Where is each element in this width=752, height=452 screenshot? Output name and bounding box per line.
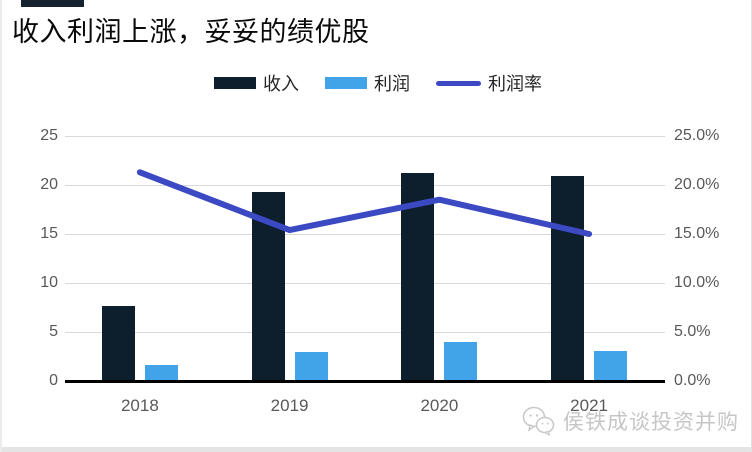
watermark: 侯铁成谈投资并购 <box>522 403 739 439</box>
y-axis-right-tick: 20.0% <box>674 176 720 193</box>
legend-line-swatch <box>436 80 481 86</box>
y-axis-right-tick: 0.0% <box>674 372 711 389</box>
legend-item-2: 利润率 <box>436 70 542 96</box>
profit-bar-2020 <box>444 341 478 381</box>
profit-bar-2019 <box>294 351 328 381</box>
y-axis-right-tick: 15.0% <box>674 225 720 242</box>
x-axis-label-2019: 2019 <box>270 396 309 415</box>
revenue-bar-2021 <box>551 176 585 381</box>
y-axis-left-tick: 0 <box>49 372 58 389</box>
revenue-bar-2018 <box>101 305 135 381</box>
y-axis-left-tick: 10 <box>40 274 58 291</box>
x-axis-line <box>65 379 665 383</box>
legend-label: 收入 <box>263 74 299 94</box>
profit-bar-2021 <box>594 350 628 381</box>
y-axis-right-tick: 25.0% <box>674 127 720 144</box>
legend-item-1: 利润 <box>325 70 410 96</box>
x-axis-label-2018: 2018 <box>120 396 159 415</box>
y-axis-left-tick: 15 <box>40 225 58 242</box>
revenue-bar-2020 <box>401 173 435 381</box>
legend-item-0: 收入 <box>214 70 299 96</box>
bottom-edge <box>2 447 751 452</box>
gridline <box>65 136 665 137</box>
gridline <box>65 332 665 333</box>
revenue-bar-2019 <box>251 191 285 381</box>
y-axis-left-tick: 5 <box>49 323 58 340</box>
chart-title: 收入利润上涨，妥妥的绩优股 <box>12 17 370 47</box>
y-axis-right-tick: 5.0% <box>674 323 711 340</box>
y-axis-left-tick: 25 <box>40 127 58 144</box>
x-axis-label-2021: 2021 <box>570 396 608 415</box>
y-axis-right-tick: 10.0% <box>674 274 720 291</box>
x-axis-label-2020: 2020 <box>420 396 459 415</box>
profit-bar-2018 <box>144 365 178 381</box>
top-accent-bar <box>21 0 84 7</box>
legend-bar-swatch <box>214 77 256 89</box>
legend: 收入 利润 利润率 <box>2 68 751 98</box>
legend-label: 利润率 <box>488 74 542 94</box>
legend-label: 利润 <box>374 74 410 94</box>
margin-line <box>136 169 593 237</box>
legend-bar-swatch <box>325 77 367 89</box>
watermark-text: 侯铁成谈投资并购 <box>563 411 739 434</box>
wechat-icon <box>522 406 555 437</box>
y-axis-left-tick: 20 <box>40 176 58 193</box>
gridline <box>65 283 665 284</box>
